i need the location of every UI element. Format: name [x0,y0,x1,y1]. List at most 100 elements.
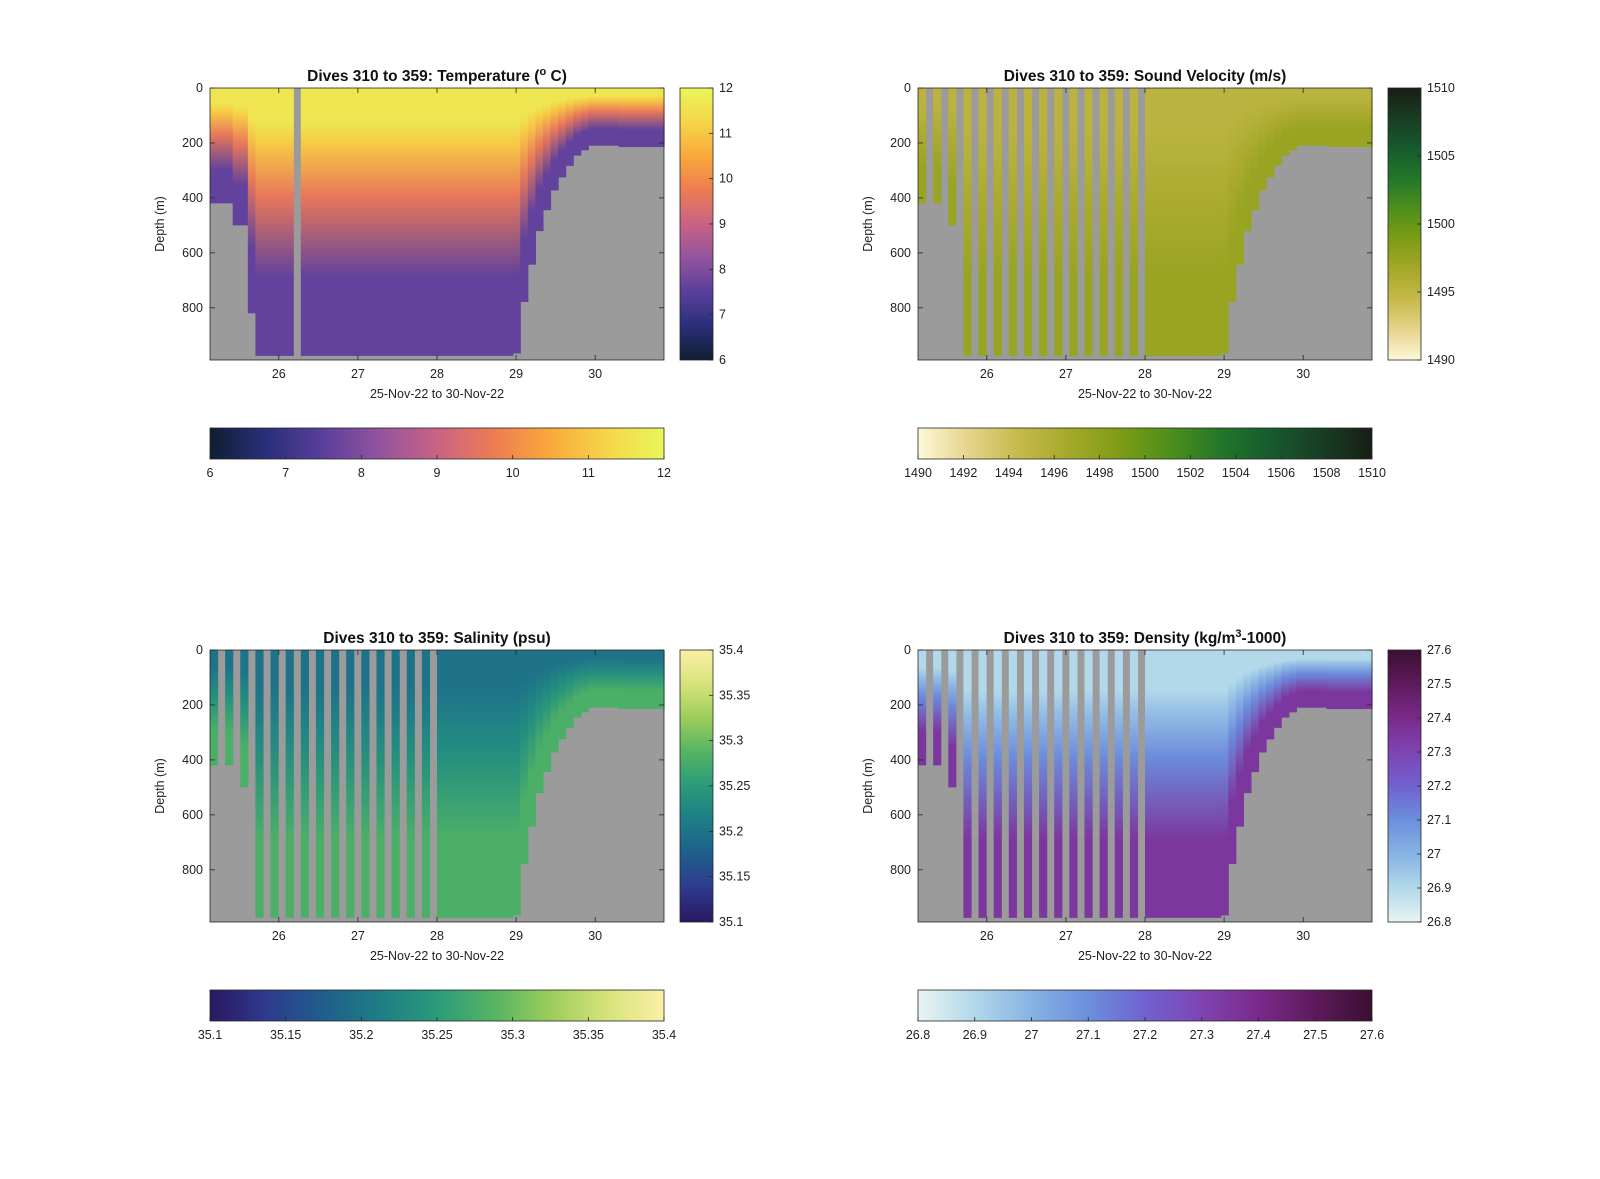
dive-profile [384,88,393,356]
dive-profile [353,88,362,356]
dive-profile [595,650,605,708]
colorbar-tick-label: 7 [719,308,726,322]
dive-profile [611,88,620,146]
dive-profile [1220,88,1229,354]
colorbar-tick-label: 9 [719,217,726,231]
x-tick-label: 29 [509,929,523,943]
dive-profile [1190,88,1199,356]
dive-profile [1341,88,1350,148]
dive-profile [1008,650,1017,918]
dive-profile [595,88,605,146]
y-tick-label: 0 [196,643,203,657]
colorbar-tick-label: 27.3 [1427,745,1451,759]
dive-profile [1273,650,1282,728]
y-tick-label: 400 [182,753,203,767]
dive-profile [641,650,650,710]
colorbar-tick-label: 1496 [1040,466,1068,480]
dive-profile [1160,650,1169,918]
dive-profile [489,88,499,356]
dive-profile [217,88,226,204]
dive-profile [323,88,332,356]
x-tick-label: 28 [1138,367,1152,381]
colorbar-tick-label: 1498 [1086,466,1114,480]
colorbar-tick-label: 27.2 [1133,1028,1157,1042]
dive-profile [1099,650,1108,918]
colorbar-tick-label: 11 [582,466,595,480]
y-tick-label: 400 [890,191,911,205]
dive-profile [580,88,589,151]
y-tick-label: 200 [890,136,911,150]
dive-profile [558,650,567,740]
colorbar-tick-label: 35.35 [719,688,750,702]
dive-profile [1356,88,1366,148]
dive-profile [315,88,325,356]
dive-profile [505,88,514,356]
colorbar-bottom [209,427,665,460]
dive-profile [285,650,294,918]
dive-profile [240,650,249,788]
colorbar-tick-label: 35.25 [421,1028,452,1042]
colorbar-tick-label: 35.35 [573,1028,604,1042]
dive-profile [535,650,544,794]
dive-profile [1266,650,1275,740]
dive-profile [474,650,483,918]
dive-profile [1145,88,1154,356]
dive-profile [1084,650,1093,918]
dive-profile [641,88,650,148]
dive-profile [444,88,453,356]
dive-profile [429,88,438,356]
dive-profile [1281,650,1290,718]
dive-profile [1235,88,1244,265]
dive-profile [633,88,642,148]
dive-profile [963,650,972,918]
dive-profile [1182,88,1191,356]
dive-profile [1288,88,1297,151]
colorbar-tick-label: 27.6 [1427,643,1451,657]
dive-profile [1129,88,1139,356]
dive-profile [933,88,942,204]
dive-profile [1334,88,1343,148]
dive-profile [611,650,620,708]
dive-profile [1326,88,1335,148]
panel-title: Dives 310 to 359: Sound Velocity (m/s) [1004,68,1287,85]
colorbar-tick-label: 1502 [1176,466,1204,480]
colorbar-tick-label: 35.4 [719,643,743,657]
y-tick-label: 800 [182,863,203,877]
colorbar-tick-label: 27.4 [1246,1028,1270,1042]
y-tick-label: 0 [196,81,203,95]
dive-profile [1114,88,1123,356]
dive-profile [1220,650,1229,916]
dive-profile [497,650,506,918]
colorbar-tick-label: 27 [1427,847,1441,861]
dive-profile [1069,650,1078,918]
colorbar-tick-label: 1500 [1131,466,1159,480]
dive-profile [1334,650,1343,710]
dive-profile [550,650,559,753]
dive-profile [421,88,431,356]
panel-title: Dives 310 to 359: Density (kg/m3-1000) [1004,628,1287,647]
panel-title: Dives 310 to 359: Salinity (psu) [323,630,550,647]
colorbar-tick-label: 27.6 [1360,1028,1384,1042]
dive-profile [948,88,957,226]
dive-profile [391,88,400,356]
dive-profile [391,650,400,918]
x-tick-label: 27 [1059,929,1073,943]
dive-profile [1228,88,1237,302]
dive-profile [1213,88,1222,356]
colorbar-bottom [209,989,665,1022]
x-tick-label: 30 [588,367,602,381]
dive-profile [1008,88,1017,356]
y-axis-label: Depth (m) [153,758,167,814]
dive-profile [1197,650,1207,918]
dive-profile [656,650,665,710]
dive-profile [421,650,431,918]
dive-profile [603,88,612,146]
dive-profile [626,650,635,710]
dive-profile [270,650,279,918]
colorbar-tick-label: 8 [358,466,365,480]
panel-title: Dives 310 to 359: Temperature (o C) [307,66,567,85]
colorbar-tick-label: 1494 [995,466,1023,480]
x-axis-label: 25-Nov-22 to 30-Nov-22 [370,387,504,401]
y-tick-label: 600 [890,808,911,822]
x-tick-label: 28 [430,367,444,381]
